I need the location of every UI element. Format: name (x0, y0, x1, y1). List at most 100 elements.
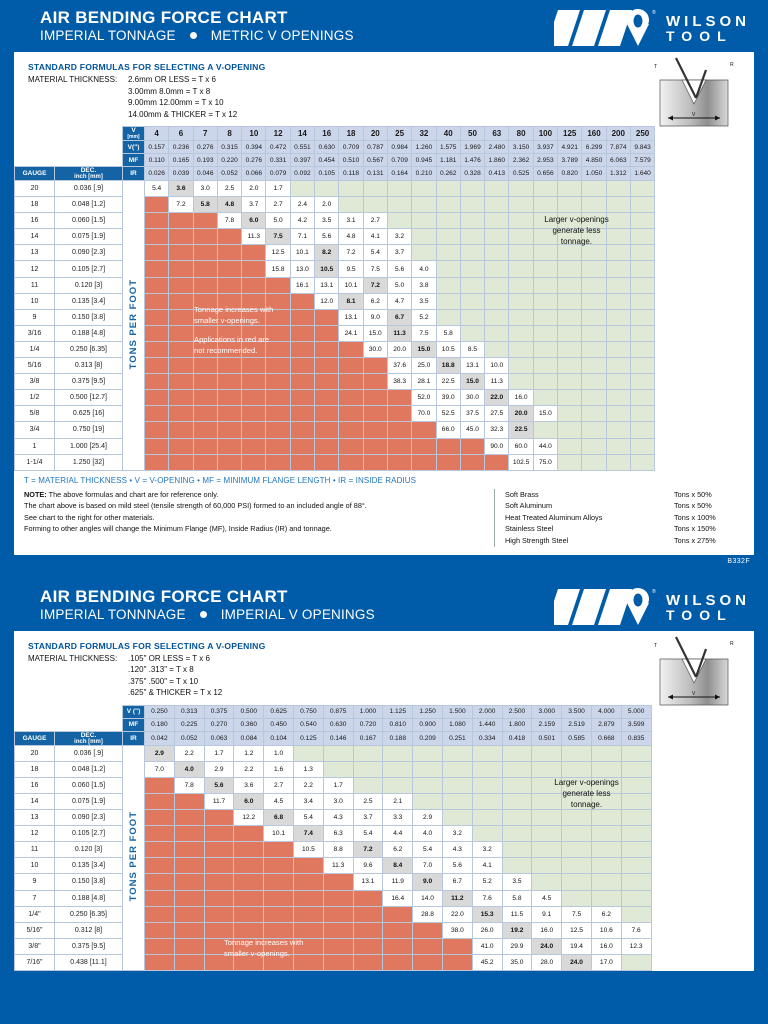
cell-gauge: 18 (14, 760, 55, 778)
cell-tonnage (532, 357, 559, 375)
cell-tonnage (216, 373, 243, 391)
cell-tonnage: 5.8 (501, 889, 533, 907)
cell-tonnage (501, 841, 533, 859)
chart1-formula-heading: STANDARD FORMULAS FOR SELECTING A V-OPEN… (28, 62, 266, 72)
cell-tonnage: 10.1 (338, 276, 364, 294)
table-row: 1-1/4 1.250 [32] 102.5 75.0 (14, 453, 656, 471)
cell-tonnage: 60.0 (508, 437, 534, 455)
cell-tonnage: 9.0 (412, 873, 443, 891)
cell-tonnage: 5.6 (386, 260, 413, 278)
header-cell-v_mm-6: 14 (289, 126, 316, 141)
header-cell-mf-14: 2.519 (561, 717, 592, 732)
cell-tonnage: 15.0 (532, 405, 559, 423)
cell-tonnage (435, 292, 461, 310)
cell-tonnage: 2.0 (241, 179, 267, 198)
cell-gauge: 7/16" (14, 953, 55, 971)
cell-tonnage: 3.2 (471, 841, 503, 859)
cell-tonnage (557, 453, 583, 471)
cell-tonnage (144, 921, 175, 939)
header-cell-v_mm-8: 18 (338, 126, 364, 141)
cell-tonnage (192, 389, 218, 407)
cell-tonnage (459, 179, 486, 198)
cell-tonnage (168, 405, 194, 423)
cell-tonnage (241, 373, 267, 391)
cell-tonnage (508, 196, 534, 214)
header-cell-v_inch-13: 3.000 (531, 704, 563, 719)
cell-tonnage (557, 405, 583, 423)
cell-tonnage (590, 841, 622, 859)
cell-tonnage (532, 244, 559, 262)
header-cell-ir-2: 0.063 (203, 730, 235, 746)
cell-decimal-thickness: 0.036 [.9] (54, 179, 123, 198)
axis-label-tons-per-foot: TONS PER FOOT (122, 180, 145, 471)
cell-tonnage (441, 744, 473, 762)
cell-tonnage (561, 760, 592, 778)
chart1-formula-line-2: 3.00mm 8.0mm = T x 8 (128, 86, 211, 96)
cell-tonnage (241, 421, 267, 439)
cell-tonnage (590, 776, 622, 794)
table-row: 9 0.150 [3.8] 13.1 11.9 9.0 6.7 5.2 3.5 (14, 873, 652, 891)
column-header-dec: DEC. inch [mm] (54, 730, 123, 746)
cell-tonnage (216, 437, 243, 455)
cell-tonnage (532, 196, 559, 214)
chart2-banner: AIR BENDING FORCE CHART IMPERIAL TONNNAG… (0, 578, 768, 631)
cell-tonnage (532, 340, 559, 359)
cell-tonnage: 12.5 (561, 921, 592, 939)
cell-tonnage: 6.0 (241, 212, 267, 230)
chart1-note-text: NOTE: The above formulas and chart are f… (24, 489, 494, 547)
cell-tonnage: 5.2 (471, 873, 503, 891)
cell-tonnage (263, 953, 294, 971)
table-row: 12 0.105 [2.7] 15.8 13.0 10.5 9.5 7.5 5.6 4.0 (14, 260, 656, 278)
header-cell-mf-8: 0.810 (382, 717, 414, 732)
header-cell-ir-15: 0.668 (590, 730, 622, 746)
table-row: 7/16" 0.438 [11.1] 45.2 35.0 28.0 24.0 17.0 (14, 953, 652, 971)
cell-tonnage: 22.0 (441, 905, 473, 923)
cell-tonnage (557, 196, 583, 214)
chart1-formula-label: MATERIAL THICKNESS: (28, 75, 118, 84)
cell-tonnage: 20.0 (386, 340, 413, 359)
header-cell-v_inch-20: 9.843 (629, 140, 656, 154)
cell-tonnage: 1.0 (263, 744, 294, 762)
cell-tonnage (532, 292, 559, 310)
material-factor: Tons x 100% (674, 512, 716, 522)
cell-gauge: 3/8" (14, 937, 55, 955)
cell-tonnage (471, 776, 503, 794)
cell-tonnage: 2.2 (173, 744, 205, 762)
header-cell-v_inch-3: 0.500 (233, 704, 265, 719)
cell-tonnage: 52.0 (411, 389, 437, 407)
cell-tonnage: 15.0 (362, 324, 388, 342)
header-cell-ir-11: 0.334 (471, 730, 503, 746)
cell-tonnage (459, 260, 486, 278)
cell-tonnage (435, 196, 461, 214)
cell-tonnage (411, 196, 437, 214)
column-header-dec-line1: DEC. (80, 731, 97, 739)
cell-tonnage (508, 276, 534, 294)
cell-decimal-thickness: 0.250 [6.35] (54, 340, 123, 359)
cell-tonnage (620, 792, 652, 811)
cell-tonnage: 1.2 (233, 744, 265, 762)
cell-tonnage: 8.8 (322, 841, 354, 859)
cell-tonnage (338, 437, 364, 455)
cell-tonnage: 3.6 (168, 179, 194, 198)
cell-tonnage (508, 212, 534, 230)
cell-decimal-thickness: 0.090 [2.3] (54, 244, 123, 262)
cell-tonnage (382, 953, 414, 971)
header-cell-v_inch-7: 0.630 (314, 140, 340, 154)
cell-tonnage: 24.0 (531, 937, 563, 955)
cell-tonnage: 2.0 (314, 196, 340, 214)
cell-tonnage (531, 776, 563, 794)
cell-tonnage (241, 276, 267, 294)
cell-tonnage (192, 324, 218, 342)
cell-gauge: 7 (14, 889, 55, 907)
cell-tonnage (508, 179, 534, 198)
cell-tonnage (484, 292, 510, 310)
header-cell-v_inch-7: 1.000 (352, 704, 384, 719)
cell-tonnage (173, 921, 205, 939)
cell-tonnage: 8.2 (314, 244, 340, 262)
header-cell-v_mm-12: 40 (435, 126, 461, 141)
table-row: 1/4 0.250 [6.35] 30.0 20.0 15.0 10.5 8.5 (14, 340, 656, 359)
document-page: AIR BENDING FORCE CHART IMPERIAL TONNAGE… (0, 8, 768, 971)
cell-tonnage (233, 953, 265, 971)
cell-gauge: 14 (14, 792, 55, 811)
cell-tonnage (289, 340, 316, 359)
